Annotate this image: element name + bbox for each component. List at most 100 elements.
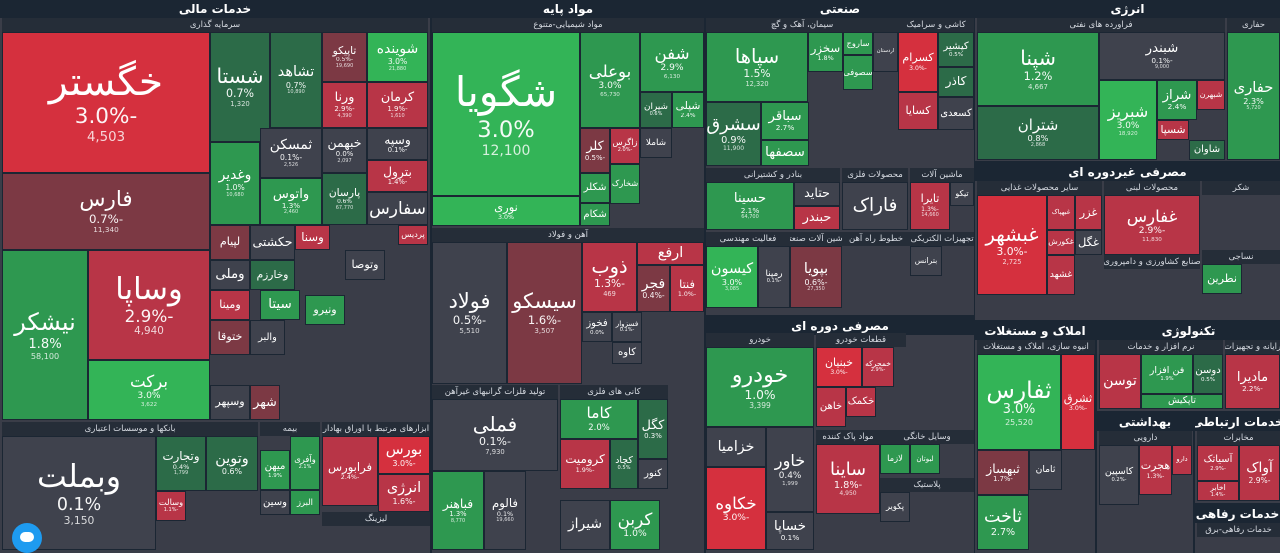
stock-tile[interactable]: بپویا -0.6% 27,350	[790, 246, 842, 308]
stock-tile[interactable]: آسیاتک -2.9%	[1197, 445, 1239, 481]
stock-tile[interactable]: والبر	[250, 320, 285, 355]
stock-tile[interactable]: دارو	[1172, 445, 1192, 475]
stock-tile[interactable]: وسنا	[295, 225, 330, 250]
stock-tile[interactable]: ثشرق -3.0%	[1061, 354, 1095, 450]
stock-tile[interactable]: مادیرا -2.2%	[1225, 354, 1280, 409]
chat-button[interactable]	[12, 523, 42, 553]
stock-tile[interactable]: کگل 0.3%	[638, 399, 668, 459]
stock-tile[interactable]: کرمان -1.9% 1,610	[367, 82, 428, 128]
stock-tile[interactable]: وسپهر	[210, 385, 250, 420]
stock-tile[interactable]: شتران 0.8% 2,868	[977, 106, 1099, 160]
stock-tile[interactable]: وآفری 2.1%	[290, 436, 320, 490]
stock-tile[interactable]: وغدیر 1.0% 10,680	[210, 142, 260, 225]
stock-tile[interactable]: ساینا -1.8% 4,950	[816, 444, 880, 514]
stock-tile[interactable]: کنور	[638, 459, 668, 489]
stock-tile[interactable]: وساپا -2.9% 4,940	[88, 250, 210, 360]
stock-tile[interactable]: شیراز	[560, 500, 610, 550]
stock-tile[interactable]: سشرق 0.9% 11,900	[706, 102, 761, 166]
stock-tile[interactable]: حفاری 2.3% 5,720	[1227, 32, 1280, 160]
stock-tile[interactable]: غزر	[1075, 195, 1102, 230]
stock-tile[interactable]: غگل	[1075, 230, 1102, 255]
stock-tile[interactable]: لپیام	[210, 225, 250, 260]
stock-tile[interactable]: خگستر -3.0% 4,503	[2, 32, 210, 173]
stock-tile[interactable]: وسالت -1.1%	[156, 491, 186, 521]
stock-tile[interactable]: سباقر 2.7%	[761, 102, 809, 140]
stock-tile[interactable]: آواک -2.9%	[1239, 445, 1280, 501]
stock-tile[interactable]: ثفارس 3.0% 25,520	[977, 354, 1061, 450]
stock-tile[interactable]: سفارس	[367, 192, 428, 225]
stock-tile[interactable]: کپشیر 0.5%	[938, 32, 974, 67]
stock-tile[interactable]: وخارزم	[250, 260, 295, 290]
stock-tile[interactable]: فالوم 0.1% 19,660	[484, 471, 526, 550]
stock-tile[interactable]: زاگرس -2.0%	[610, 128, 640, 164]
stock-tile[interactable]: پردیس	[398, 225, 428, 245]
stock-tile[interactable]: وتجارت 0.4% 1,799	[156, 436, 206, 491]
stock-tile[interactable]: تاپکیش	[1141, 394, 1223, 409]
stock-tile[interactable]: وتوصا	[345, 250, 385, 280]
stock-tile[interactable]: بترول -1.4%	[367, 160, 428, 192]
stock-tile[interactable]: حتاید	[794, 182, 840, 206]
stock-tile[interactable]: لازما	[880, 444, 910, 474]
stock-tile[interactable]: خمحرکه -2.9%	[862, 347, 894, 387]
stock-tile[interactable]: شبهرن	[1197, 80, 1225, 110]
stock-tile[interactable]: پکویر	[880, 492, 910, 522]
stock-tile[interactable]: شاملا	[640, 128, 672, 158]
stock-tile[interactable]: برکت 3.0% 3,622	[88, 360, 210, 420]
stock-tile[interactable]: ومینا	[210, 290, 250, 320]
stock-tile[interactable]: شخارک	[610, 164, 640, 204]
stock-tile[interactable]: فارس -0.7% 11,340	[2, 173, 210, 250]
stock-tile[interactable]: سیتا	[260, 290, 300, 320]
stock-tile[interactable]: کاسپین -0.2%	[1099, 445, 1139, 505]
stock-tile[interactable]: بوعلی 3.0% 65,730	[580, 32, 640, 128]
stock-tile[interactable]: خاور 0.4% 1,999	[766, 427, 814, 512]
stock-tile[interactable]: غکورش	[1047, 230, 1075, 255]
stock-tile[interactable]: ثمسکن -0.1% 2,526	[260, 128, 322, 178]
stock-tile[interactable]: حکشتی	[250, 225, 295, 260]
stock-tile[interactable]: وسپه -0.1%	[367, 128, 428, 160]
stock-tile[interactable]: سصفها	[761, 140, 809, 166]
stock-tile[interactable]: کسرام -3.0%	[898, 32, 938, 92]
stock-tile[interactable]: نطرین	[1202, 264, 1242, 294]
stock-tile[interactable]: کرومیت -1.9%	[560, 439, 610, 489]
stock-tile[interactable]: سیسکو -1.6% 3,507	[507, 242, 582, 384]
stock-tile[interactable]: پارسان 0.6% 67,770	[322, 173, 367, 225]
stock-tile[interactable]: فباهنر 1.3% 8,770	[432, 471, 484, 550]
stock-tile[interactable]: نیشکر 1.8% 58,100	[2, 250, 88, 420]
stock-tile[interactable]: کیسون 3.0% 3,085	[706, 246, 758, 308]
stock-tile[interactable]: تیکو	[950, 182, 974, 206]
stock-tile[interactable]: توسن	[1099, 354, 1141, 409]
stock-tile[interactable]: شبندر -0.1% 9,000	[1099, 32, 1225, 80]
stock-tile[interactable]: غبشهر -3.0% 2,725	[977, 195, 1047, 295]
stock-tile[interactable]: اردستان	[873, 32, 898, 72]
stock-tile[interactable]: فاراک	[842, 182, 908, 230]
stock-tile[interactable]: شیران 0.6%	[640, 92, 672, 128]
stock-tile[interactable]: خکمک	[846, 387, 876, 417]
stock-tile[interactable]: میهن 1.9%	[260, 450, 290, 490]
stock-tile[interactable]: شوینده 3.0% 21,880	[367, 32, 428, 82]
stock-tile[interactable]: کسایا	[898, 92, 938, 130]
stock-tile[interactable]: خکاوه -3.0%	[706, 467, 766, 550]
stock-tile[interactable]: فن افزار 1.9%	[1141, 354, 1193, 394]
stock-tile[interactable]: کسعدی	[938, 97, 974, 130]
stock-tile[interactable]: فخوز 0.0%	[582, 312, 612, 342]
stock-tile[interactable]: رمپنا -0.1%	[758, 246, 790, 308]
stock-tile[interactable]: کلر -0.5%	[580, 128, 610, 173]
stock-tile[interactable]: خاهن	[816, 387, 846, 427]
stock-tile[interactable]: شستا 0.7% 1,320	[210, 32, 270, 142]
stock-tile[interactable]: خبنیان -3.0%	[816, 347, 862, 387]
stock-tile[interactable]: شپنا 1.2% 4,667	[977, 32, 1099, 106]
stock-tile[interactable]: بترانس	[910, 246, 942, 276]
stock-tile[interactable]: فرابورس -2.4%	[322, 436, 378, 506]
stock-tile[interactable]: ساروج	[843, 32, 873, 55]
stock-tile[interactable]: شراز 2.4%	[1157, 80, 1197, 120]
stock-tile[interactable]: فسزوار -0.1%	[612, 312, 642, 342]
stock-tile[interactable]: سخزر 1.8%	[808, 32, 843, 72]
stock-tile[interactable]: شپلی 2.4%	[672, 92, 704, 128]
stock-tile[interactable]: ذوب -1.3% 469	[582, 242, 637, 312]
stock-tile[interactable]: وتوین 0.6%	[206, 436, 258, 491]
stock-tile[interactable]: ثاخت 2.7%	[977, 495, 1029, 550]
stock-tile[interactable]: شسپا	[1157, 120, 1189, 140]
stock-tile[interactable]: ختوقا	[210, 320, 250, 355]
stock-tile[interactable]: خبهمن 0.0% 2,097	[322, 128, 367, 173]
stock-tile[interactable]: کربن 1.0%	[610, 500, 660, 550]
